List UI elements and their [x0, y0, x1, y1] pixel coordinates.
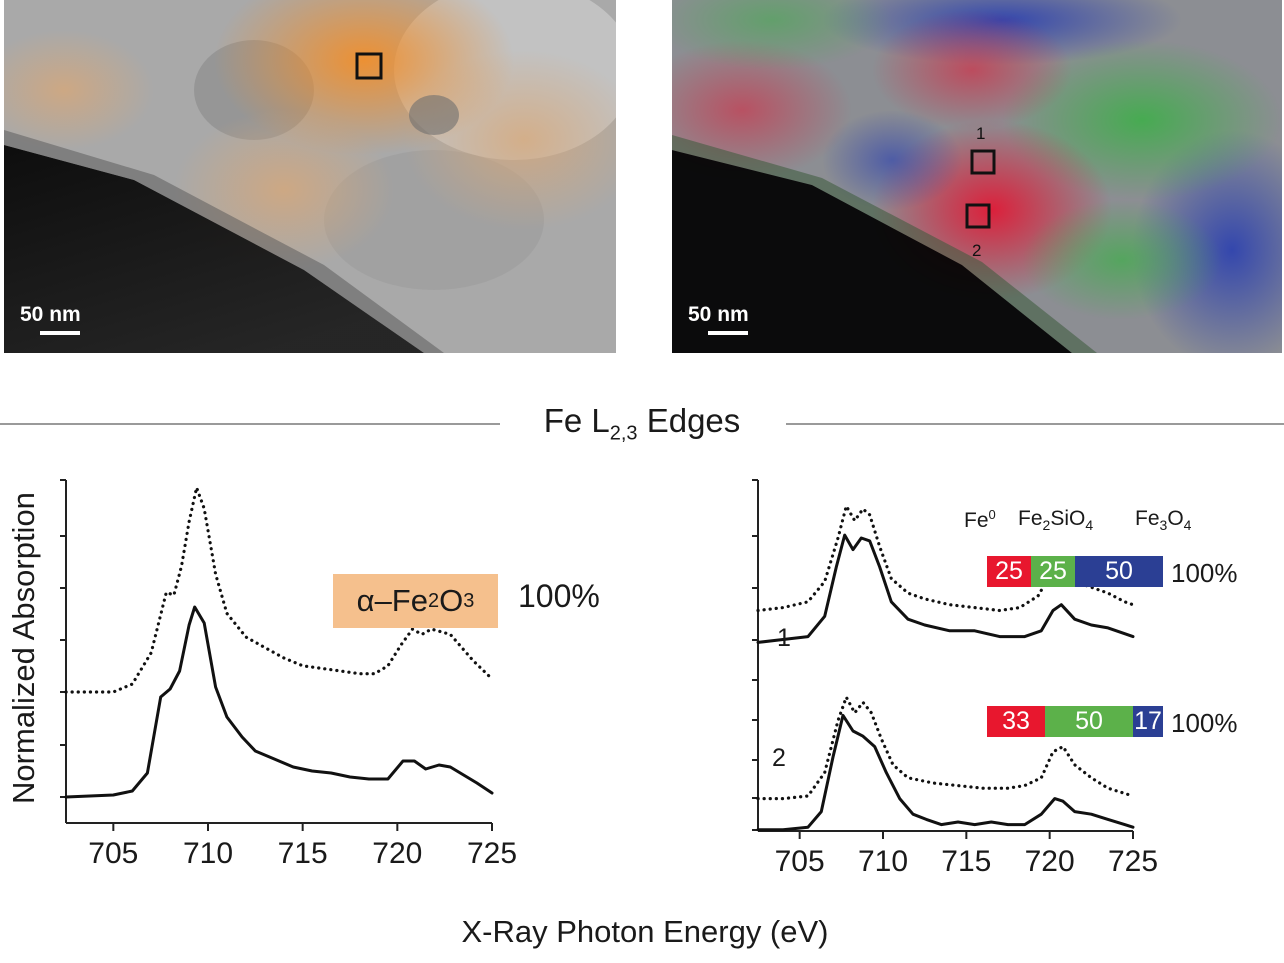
- phase-percent: 100%: [518, 578, 600, 614]
- spectrum-chart-hematite: 705 710 715 720 725: [60, 479, 517, 870]
- divider-right: [786, 423, 1284, 425]
- spectrum-chart-composite: 705 710 715 720 725: [752, 479, 1158, 878]
- x-tick-label: 715: [278, 837, 328, 870]
- roi-box-1: [970, 149, 996, 175]
- x-axis-label: X-Ray Photon Energy (eV): [461, 914, 829, 949]
- measured-spectrum-line: [756, 533, 1135, 644]
- reference-spectrum-line: [756, 695, 1135, 801]
- scale-bar: [40, 331, 80, 335]
- phase-tag: α–Fe 2 O 3: [333, 574, 498, 628]
- x-tick-label: 720: [372, 837, 422, 870]
- spectrum-label-1: 1: [777, 624, 791, 652]
- composition-bar-1: 25 25 50: [987, 556, 1163, 587]
- roi-label-1: 1: [976, 124, 986, 143]
- reference-spectrum-line: [64, 485, 494, 694]
- scale-bar: [708, 331, 748, 335]
- roi-box-2: [965, 203, 991, 229]
- measured-spectrum-line: [756, 713, 1135, 832]
- measured-spectrum-line: [64, 605, 494, 799]
- spectrum-label-2: 2: [772, 744, 786, 772]
- component-fe0: Fe0: [964, 507, 996, 532]
- composition-bar-2: 33 50 17: [987, 706, 1163, 737]
- section-title: Fe L2,3 Edges: [543, 402, 741, 445]
- component-magnetite: Fe3O4: [1135, 507, 1192, 534]
- x-tick-label: 710: [858, 845, 908, 878]
- x-tick-label: 725: [467, 837, 517, 870]
- x-tick-label: 725: [1108, 845, 1158, 878]
- x-tick-label: 705: [775, 845, 825, 878]
- segment-magnetite: 50: [1075, 556, 1163, 587]
- component-fayalite: Fe2SiO4: [1018, 507, 1094, 534]
- segment-fe0: 25: [987, 556, 1031, 587]
- segment-fayalite: 25: [1031, 556, 1075, 587]
- x-tick-label: 705: [88, 837, 138, 870]
- composite-map-image: 1 2 50 nm: [672, 0, 1282, 353]
- x-tick-label: 715: [941, 845, 991, 878]
- roi-box: [355, 52, 383, 80]
- hematite-map-image: 50 nm: [4, 0, 616, 353]
- divider-left: [0, 423, 500, 425]
- composition-total-2: 100%: [1171, 708, 1238, 738]
- segment-fayalite: 50: [1045, 706, 1133, 737]
- x-tick-label: 710: [183, 837, 233, 870]
- composition-total-1: 100%: [1171, 558, 1238, 588]
- scale-label: 50 nm: [20, 303, 81, 326]
- segment-fe0: 33: [987, 706, 1045, 737]
- x-tick-label: 720: [1025, 845, 1075, 878]
- roi-label-2: 2: [972, 241, 982, 260]
- segment-magnetite: 17: [1133, 706, 1163, 737]
- scale-label: 50 nm: [688, 303, 749, 326]
